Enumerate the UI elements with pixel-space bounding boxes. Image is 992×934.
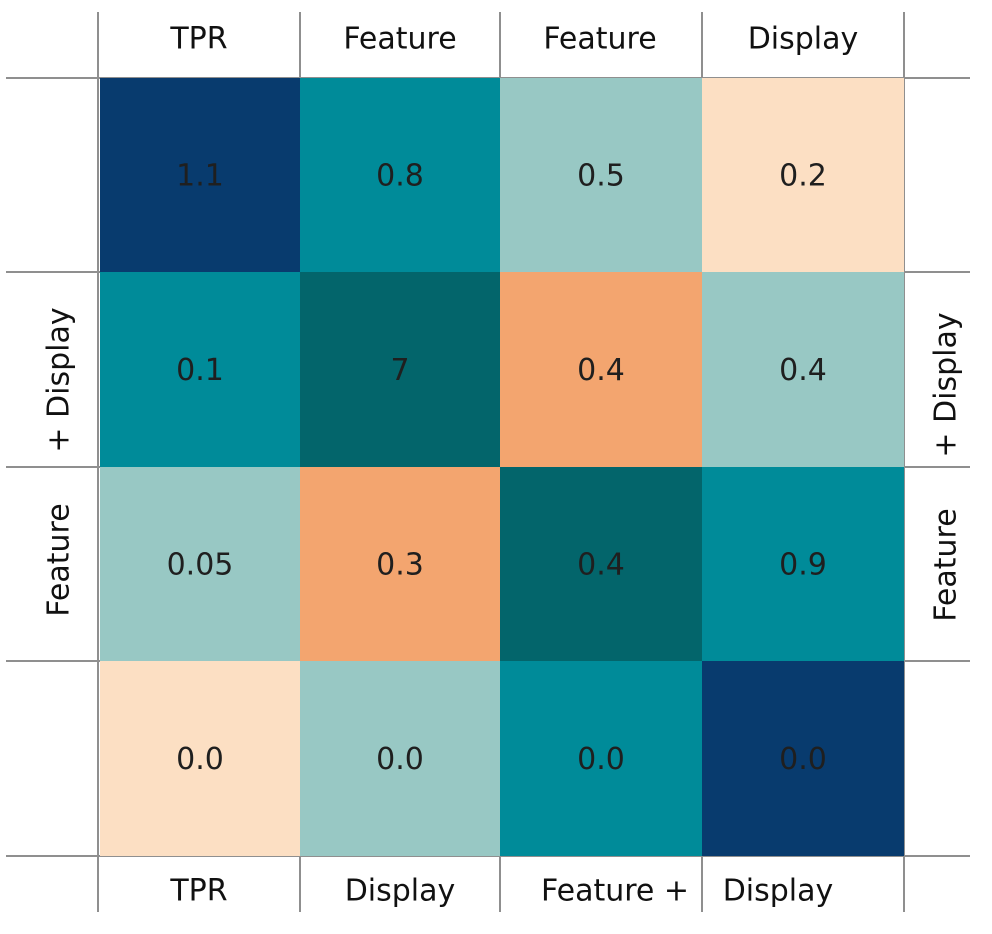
heatmap-cell-r1-c2: [300, 78, 500, 272]
bottom-label-1: TPR: [169, 874, 227, 909]
heatmap-value-r2-c3: 0.4: [577, 353, 625, 388]
heatmap-cell-r1-c1: [100, 78, 300, 272]
heatmap-value-r2-c4: 0.4: [779, 353, 827, 388]
heatmap-cell-r2-c4: [702, 272, 904, 467]
heatmap-value-r1-c4: 0.2: [779, 159, 827, 194]
heatmap-cell-r3-c4: [702, 467, 904, 661]
left-label-line-1: + Display: [42, 307, 77, 452]
heatmap-cell-r2-c3: [500, 272, 702, 467]
top-label-3: Feature: [543, 22, 656, 57]
bottom-label-2: Display: [345, 874, 456, 909]
heatmap-cell-r2-c2: [300, 272, 500, 467]
heatmap-cell-r4-c3: [500, 661, 702, 856]
heatmap-value-r3-c2: 0.3: [376, 548, 424, 583]
left-label-line-2: Feature: [42, 503, 77, 616]
heatmap-cell-r4-c4: [702, 661, 904, 856]
heatmap-value-r4-c1: 0.0: [176, 742, 224, 777]
heatmap-cell-r4-c1: [100, 661, 300, 856]
right-label-line-2: Feature: [929, 508, 964, 621]
heatmap-cells: 1.1 0.8 0.5 0.2 0.1 7 0.4 0.4 0.05 0.3 0.4 0.9 0.0 0.…: [100, 78, 904, 856]
heatmap-cell-r3-c2: [300, 467, 500, 661]
heatmap-value-r4-c3: 0.0: [577, 742, 625, 777]
heatmap-labels: TPR Feature Feature Display TPR Display Featur…: [42, 22, 964, 909]
heatmap-value-r2-c1: 0.1: [176, 353, 224, 388]
heatmap-cell-r4-c2: [300, 661, 500, 856]
heatmap-cell-r1-c4: [702, 78, 904, 272]
heatmap-value-r4-c4: 0.0: [779, 742, 827, 777]
heatmap-value-r3-c4: 0.9: [779, 548, 827, 583]
heatmap-cell-r1-c3: [500, 78, 702, 272]
heatmap-value-r1-c2: 0.8: [376, 159, 424, 194]
heatmap-value-r4-c2: 0.0: [376, 742, 424, 777]
bottom-label-3: Feature +: [541, 874, 689, 909]
heatmap-cell-r3-c1: [100, 467, 300, 661]
heatmap-value-r1-c3: 0.5: [577, 159, 625, 194]
top-label-4: Display: [748, 22, 859, 57]
top-label-2: Feature: [343, 22, 456, 57]
heatmap-value-r2-c2: 7: [390, 353, 409, 388]
heatmap-value-r1-c1: 1.1: [176, 159, 224, 194]
heatmap-cell-r2-c1: [100, 272, 300, 467]
heatmap-cell-r3-c3: [500, 467, 702, 661]
right-label-line-1: + Display: [929, 312, 964, 457]
heatmap-value-r3-c3: 0.4: [577, 548, 625, 583]
bottom-label-4: Display: [723, 874, 834, 909]
heatmap-value-r3-c1: 0.05: [167, 548, 234, 583]
top-label-1: TPR: [169, 22, 227, 57]
